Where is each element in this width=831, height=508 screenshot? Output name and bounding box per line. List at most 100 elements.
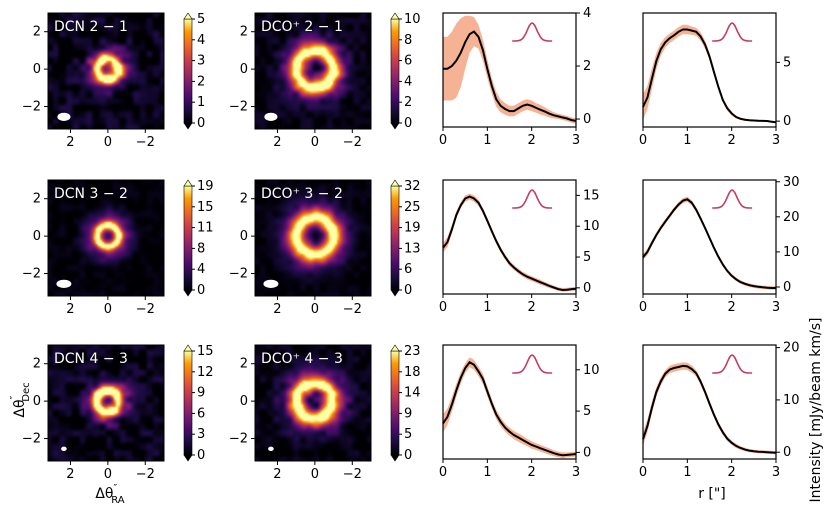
map-x-tick-label: 2 — [66, 302, 74, 317]
profile-x-tick-label: 3 — [772, 300, 780, 315]
map-frame — [254, 179, 372, 297]
profile-x-tick-label: 0 — [439, 300, 447, 315]
line-profile-inset — [512, 354, 553, 374]
beam-ellipse — [263, 279, 279, 288]
map-y-tick-label: −2 — [22, 267, 41, 282]
profile-y-tick-label: 5 — [583, 250, 591, 265]
profile-y-tick-label: 0 — [783, 445, 791, 460]
colorbar-tick-label: 0 — [404, 448, 412, 463]
map-x-tick-label: 2 — [66, 135, 74, 150]
map-y-tick-label: 2 — [240, 25, 248, 40]
colorbar-tick-label: 4 — [197, 33, 205, 48]
colorbar-tick-label: 0 — [197, 448, 205, 463]
map-y-tick-label: −2 — [229, 100, 248, 115]
map-title: DCO⁺ 3 − 2 — [261, 186, 343, 202]
map-y-tick-label: 2 — [240, 357, 248, 372]
emission-map-image — [255, 345, 371, 461]
map-x-tick-label: 0 — [311, 302, 319, 317]
beam-ellipse — [57, 112, 71, 121]
line-profile-inset — [512, 189, 553, 209]
colorbar-tick-label: 12 — [197, 365, 214, 380]
colorbar-min-arrow — [390, 122, 400, 130]
uncertainty-band — [643, 24, 776, 124]
colorbar-tick-label: 0 — [197, 116, 205, 131]
colorbar-tick-label: 3 — [197, 54, 205, 69]
profile-x-tick-label: 3 — [572, 300, 580, 315]
map-y-tick-label: −2 — [22, 100, 41, 115]
colorbar-tick-label: 23 — [404, 344, 421, 359]
profile-x-tick-label: 0 — [639, 300, 647, 315]
map-frame — [47, 179, 165, 297]
colorbar-tick-label: 32 — [404, 179, 421, 194]
map-x-tick-label: 0 — [104, 467, 112, 482]
beam-ellipse — [264, 112, 278, 121]
colorbar-tick-label: 19 — [197, 179, 214, 194]
radius-axis-label: r ["] — [698, 486, 726, 502]
map-y-tick-label: 0 — [33, 394, 41, 409]
colorbar-tick-label: 10 — [404, 12, 421, 27]
colorbar-tick-label: 15 — [197, 200, 214, 215]
map-x-tick-label: −2 — [136, 467, 155, 482]
profile-x-tick-label: 3 — [772, 465, 780, 480]
profile-x-tick-label: 0 — [639, 133, 647, 148]
radial-profile-curve — [443, 30, 577, 122]
colorbar — [390, 350, 400, 456]
profile-x-tick-label: 2 — [528, 465, 536, 480]
colorbar-tick-label: 13 — [404, 241, 421, 256]
profile-x-tick-label: 1 — [683, 465, 691, 480]
profile-y-tick-label: 0 — [783, 114, 791, 129]
map-title: DCN 2 − 1 — [54, 19, 128, 35]
emission-map-image — [48, 180, 164, 296]
profile-frame — [642, 344, 777, 460]
colorbar-max-arrow — [390, 12, 400, 20]
colorbar-tick-label: 8 — [404, 33, 412, 48]
line-profile-inset — [712, 189, 753, 209]
profile-x-tick-label: 1 — [483, 133, 491, 148]
map-title: DCO⁺ 2 − 1 — [261, 19, 343, 35]
profile-y-tick-label: 15 — [583, 188, 600, 203]
map-x-tick-label: −2 — [136, 135, 155, 150]
colorbar-tick-label: 0 — [197, 283, 205, 298]
profile-y-tick-label: 10 — [783, 245, 800, 260]
colorbar-tick-label: 14 — [404, 386, 421, 401]
colorbar-tick-label: 15 — [197, 344, 214, 359]
profile-frame — [442, 12, 577, 128]
profile-frame — [642, 12, 777, 128]
colorbar — [183, 18, 193, 124]
map-frame — [47, 344, 165, 462]
colorbar-tick-label: 6 — [404, 54, 412, 69]
profile-y-tick-label: 2 — [583, 59, 591, 74]
colorbar-min-arrow — [183, 454, 193, 462]
profile-x-tick-label: 0 — [639, 465, 647, 480]
line-profile-inset — [712, 22, 753, 42]
colorbar-tick-label: 9 — [197, 386, 205, 401]
colorbar-tick-label: 1 — [197, 95, 205, 110]
emission-map-image — [255, 180, 371, 296]
map-x-tick-label: 2 — [273, 135, 281, 150]
map-y-tick-label: 0 — [240, 394, 248, 409]
profile-y-tick-label: 0 — [583, 281, 591, 296]
map-x-tick-label: 0 — [104, 135, 112, 150]
profile-x-tick-label: 1 — [683, 133, 691, 148]
colorbar — [183, 350, 193, 456]
colorbar-tick-label: 4 — [197, 262, 205, 277]
radial-profile-curve — [642, 28, 777, 124]
profile-y-tick-label: 4 — [583, 6, 591, 21]
map-y-tick-label: 0 — [240, 229, 248, 244]
profile-x-tick-label: 1 — [683, 300, 691, 315]
map-y-tick-label: −2 — [229, 267, 248, 282]
colorbar-tick-label: 2 — [404, 95, 412, 110]
radial-profile-curve — [642, 198, 776, 289]
profile-x-tick-label: 2 — [528, 133, 536, 148]
map-x-tick-label: −2 — [343, 135, 362, 150]
map-x-tick-label: 0 — [104, 302, 112, 317]
profile-x-tick-label: 3 — [572, 465, 580, 480]
colorbar-tick-label: 6 — [197, 406, 205, 421]
colorbar-tick-label: 25 — [404, 200, 421, 215]
map-y-tick-label: 2 — [33, 357, 41, 372]
colorbar-tick-label: 18 — [404, 365, 421, 380]
map-x-tick-label: 2 — [273, 302, 281, 317]
colorbar-min-arrow — [390, 289, 400, 297]
